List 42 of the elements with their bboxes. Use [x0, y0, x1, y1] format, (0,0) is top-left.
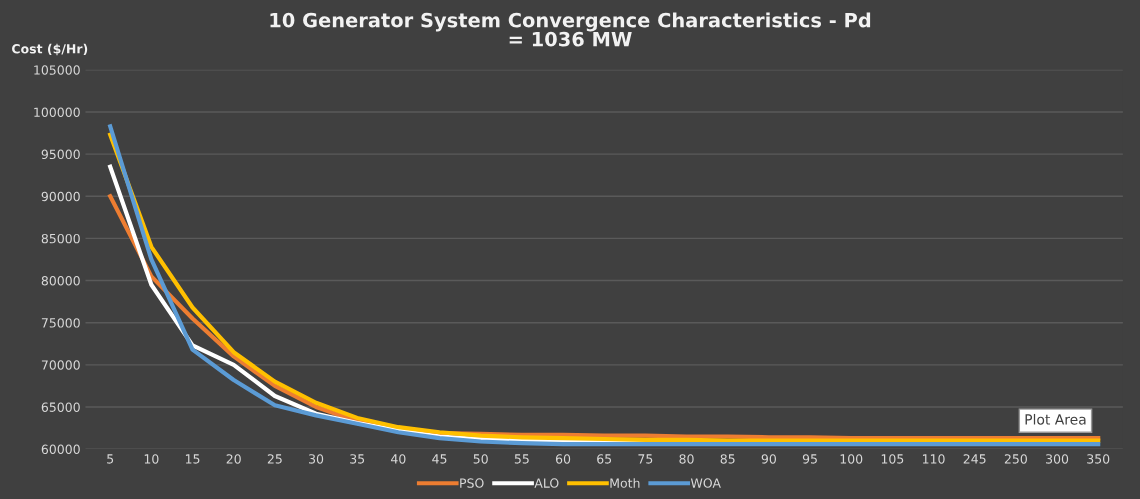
y-tick-label: 80000: [41, 276, 80, 286]
x-tick-label: 85: [720, 454, 735, 464]
x-tick-label: 60: [555, 454, 571, 464]
x-tick-label: 55: [514, 454, 529, 464]
x-tick-label: 90: [761, 454, 776, 464]
x-tick-label: 35: [350, 454, 365, 464]
chart-title: 10 Generator System Convergence Characteristics - Pd = 1036 MW: [270, 12, 871, 47]
y-tick-label: 95000: [41, 149, 80, 160]
x-tick-label: 20: [226, 454, 241, 464]
legend-label: PSO: [460, 478, 484, 488]
x-tick-label: 10: [144, 454, 159, 464]
x-tick-label: 30: [309, 454, 324, 464]
x-tick-label: 80: [679, 454, 694, 464]
legend-label: ALO: [534, 478, 559, 488]
legend-label: Moth: [610, 478, 640, 488]
x-tick-label: 5: [107, 454, 114, 464]
y-tick-label: 90000: [41, 191, 80, 202]
x-tick-label: 75: [638, 454, 653, 464]
x-tick-label: 45: [432, 454, 447, 464]
x-tick-label: 40: [391, 454, 406, 464]
legend-label: WOA: [690, 478, 721, 488]
x-tick-label: 65: [597, 454, 612, 464]
y-tick-label: 65000: [41, 402, 80, 412]
x-tick-label: 25: [267, 454, 282, 464]
x-tick-label: 110: [922, 454, 945, 464]
x-tick-label: 100: [840, 454, 863, 464]
y-tick-label: 60000: [41, 444, 80, 455]
x-tick-label: 95: [802, 454, 817, 464]
x-tick-label: 300: [1046, 454, 1069, 464]
x-tick-label: 15: [185, 454, 200, 464]
y-tick-label: 75000: [41, 318, 80, 328]
x-tick-label: 50: [473, 454, 488, 464]
x-tick-label: 105: [881, 454, 904, 464]
y-tick-label: 100000: [34, 107, 80, 117]
x-tick-label: 245: [963, 454, 986, 464]
annotation: Plot Area: [1025, 413, 1086, 425]
y-tick-label: 85000: [41, 233, 80, 244]
y-tick-label: 105000: [34, 65, 80, 75]
y-axis-title: Cost ($/Hr): [12, 43, 88, 56]
y-tick-label: 70000: [41, 360, 80, 370]
x-tick-label: 350: [1087, 454, 1110, 464]
x-tick-label: 250: [1004, 454, 1027, 464]
